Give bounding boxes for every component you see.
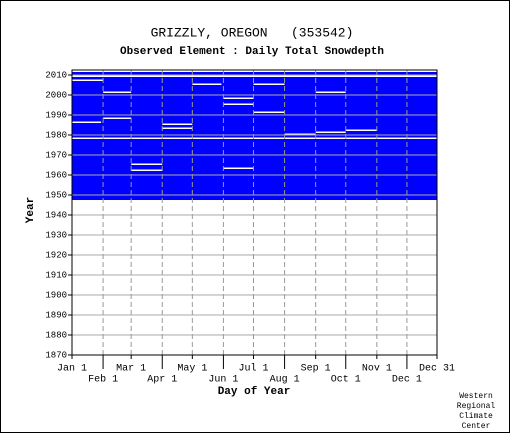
missing-data xyxy=(315,131,346,133)
x-tick-label: Aug 1 xyxy=(270,375,300,386)
x-tick-label: Oct 1 xyxy=(331,375,361,386)
y-tick-label: 1890 xyxy=(45,310,67,320)
missing-data xyxy=(103,91,132,93)
missing-data xyxy=(192,83,222,85)
y-axis-label: Year xyxy=(25,197,37,223)
credit: Climate xyxy=(459,412,493,421)
chart-title: GRIZZLY, OREGON (353542) xyxy=(151,25,354,40)
x-axis-label: Day of Year xyxy=(218,386,291,398)
x-tick-label: Jul 1 xyxy=(238,363,268,375)
missing-data xyxy=(253,111,285,113)
y-tick-label: 1970 xyxy=(45,150,67,160)
missing-data xyxy=(72,75,437,77)
y-tick-label: 1960 xyxy=(45,170,67,180)
x-tick-label: Feb 1 xyxy=(88,374,118,386)
y-tick-label: 1880 xyxy=(45,330,67,340)
missing-data xyxy=(72,121,102,123)
y-tick-label: 1980 xyxy=(45,130,67,140)
chart-subtitle: Observed Element : Daily Total Snowdepth xyxy=(120,46,384,58)
y-tick-label: 1910 xyxy=(45,270,67,280)
missing-data xyxy=(223,167,254,169)
credit: Center xyxy=(462,422,491,431)
missing-data xyxy=(284,133,316,135)
y-tick-label: 2000 xyxy=(45,90,67,100)
credit: Western xyxy=(459,392,493,401)
y-tick-label: 1920 xyxy=(45,250,67,260)
y-tick-label: 1950 xyxy=(45,190,67,200)
y-tick-label: 1870 xyxy=(45,350,67,360)
missing-data xyxy=(162,127,193,129)
y-tick-label: 1940 xyxy=(45,210,67,220)
missing-data xyxy=(103,117,132,119)
missing-data xyxy=(253,83,285,85)
x-tick-label: Jun 1 xyxy=(208,375,238,386)
x-tick-label: Dec 1 xyxy=(392,375,422,386)
x-tick-label: Nov 1 xyxy=(362,364,392,375)
y-tick-label: 1990 xyxy=(45,110,67,120)
x-tick-label: May 1 xyxy=(177,364,207,375)
data-coverage xyxy=(72,72,437,200)
missing-data xyxy=(72,137,437,139)
x-tick-label: Dec 31 xyxy=(419,364,455,375)
missing-data xyxy=(315,91,346,93)
y-tick-label: 1900 xyxy=(45,290,67,300)
missing-data xyxy=(131,163,163,165)
missing-data xyxy=(223,97,254,99)
credit: Regional xyxy=(457,402,496,411)
plot-border xyxy=(71,69,438,356)
x-tick-label: Sep 1 xyxy=(301,364,331,375)
missing-data xyxy=(345,129,377,131)
y-tick-label: 1930 xyxy=(45,230,67,240)
missing-data xyxy=(131,169,163,171)
x-tick-label: Mar 1 xyxy=(116,364,146,375)
missing-data xyxy=(223,103,254,105)
x-tick-label: Jan 1 xyxy=(57,364,87,375)
missing-data xyxy=(72,79,104,81)
missing-data xyxy=(162,123,193,125)
x-tick-label: Apr 1 xyxy=(147,375,177,386)
y-tick-label: 2010 xyxy=(45,70,67,80)
